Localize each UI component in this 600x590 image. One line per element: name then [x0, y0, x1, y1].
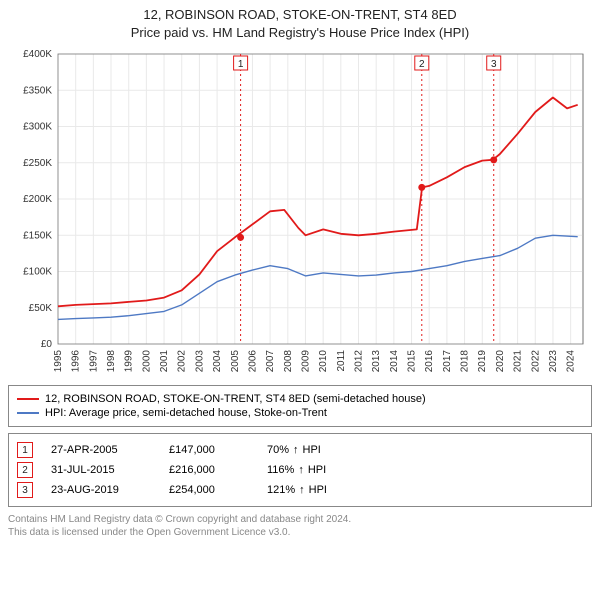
sale-date: 31-JUL-2015: [51, 464, 151, 476]
svg-text:2018: 2018: [460, 350, 471, 373]
svg-text:2009: 2009: [300, 350, 311, 373]
svg-text:£400K: £400K: [23, 49, 52, 60]
svg-text:2001: 2001: [159, 350, 170, 373]
svg-text:2017: 2017: [442, 350, 453, 373]
svg-text:2022: 2022: [530, 350, 541, 373]
attribution: Contains HM Land Registry data © Crown c…: [8, 513, 592, 539]
sale-date: 23-AUG-2019: [51, 484, 151, 496]
svg-text:1998: 1998: [106, 350, 117, 373]
chart-title: 12, ROBINSON ROAD, STOKE-ON-TRENT, ST4 8…: [8, 6, 592, 42]
svg-text:2010: 2010: [318, 350, 329, 373]
sale-marker-number: 1: [17, 442, 33, 458]
svg-text:£0: £0: [41, 339, 53, 350]
svg-text:1995: 1995: [53, 350, 64, 373]
attribution-line-2: This data is licensed under the Open Gov…: [8, 526, 592, 539]
sale-price: £216,000: [169, 464, 249, 476]
svg-text:£50K: £50K: [29, 303, 53, 314]
sale-marker-number: 2: [17, 462, 33, 478]
svg-text:2006: 2006: [247, 350, 258, 373]
chart-container: £0 £50K £100K £150K £200K £250K £300K £350K £400…: [8, 46, 592, 381]
svg-text:2014: 2014: [389, 350, 400, 373]
svg-text:£300K: £300K: [23, 122, 52, 133]
sale-hpi: 121%↑HPI: [267, 484, 327, 496]
title-line-1: 12, ROBINSON ROAD, STOKE-ON-TRENT, ST4 8…: [8, 6, 592, 24]
title-line-2: Price paid vs. HM Land Registry's House …: [8, 24, 592, 42]
svg-text:2005: 2005: [230, 350, 241, 373]
attribution-line-1: Contains HM Land Registry data © Crown c…: [8, 513, 592, 526]
svg-text:1: 1: [238, 59, 244, 70]
svg-text:£250K: £250K: [23, 158, 52, 169]
sales-table: 1 27-APR-2005 £147,000 70%↑HPI 2 31-JUL-2015 £…: [8, 433, 592, 507]
sale-price: £147,000: [169, 444, 249, 456]
svg-text:2011: 2011: [336, 350, 347, 372]
svg-text:3: 3: [491, 59, 497, 70]
svg-text:2024: 2024: [566, 350, 577, 373]
svg-text:2013: 2013: [371, 350, 382, 373]
svg-text:2019: 2019: [477, 350, 488, 373]
svg-text:2016: 2016: [424, 350, 435, 373]
legend-label: HPI: Average price, semi-detached house,…: [45, 407, 327, 419]
arrow-up-icon: ↑: [299, 484, 305, 496]
legend-item: HPI: Average price, semi-detached house,…: [17, 406, 583, 420]
arrow-up-icon: ↑: [298, 464, 304, 476]
sale-date: 27-APR-2005: [51, 444, 151, 456]
sale-row: 2 31-JUL-2015 £216,000 116%↑HPI: [17, 460, 583, 480]
svg-text:2007: 2007: [265, 350, 276, 373]
svg-text:2020: 2020: [495, 350, 506, 373]
svg-text:£150K: £150K: [23, 231, 52, 242]
svg-text:2000: 2000: [141, 350, 152, 373]
price-chart: £0 £50K £100K £150K £200K £250K £300K £350K £400…: [8, 46, 592, 376]
legend-item: 12, ROBINSON ROAD, STOKE-ON-TRENT, ST4 8…: [17, 392, 583, 406]
sale-price: £254,000: [169, 484, 249, 496]
legend-swatch: [17, 412, 39, 414]
svg-text:2: 2: [419, 59, 425, 70]
arrow-up-icon: ↑: [293, 444, 299, 456]
sale-row: 1 27-APR-2005 £147,000 70%↑HPI: [17, 440, 583, 460]
svg-text:2004: 2004: [212, 350, 223, 373]
svg-text:2008: 2008: [283, 350, 294, 373]
svg-text:2002: 2002: [177, 350, 188, 373]
svg-text:£350K: £350K: [23, 86, 52, 97]
svg-text:1999: 1999: [124, 350, 135, 373]
svg-text:£200K: £200K: [23, 194, 52, 205]
svg-text:1996: 1996: [71, 350, 82, 373]
sale-hpi: 116%↑HPI: [267, 464, 326, 476]
sale-hpi: 70%↑HPI: [267, 444, 321, 456]
legend-label: 12, ROBINSON ROAD, STOKE-ON-TRENT, ST4 8…: [45, 393, 426, 405]
svg-text:2023: 2023: [548, 350, 559, 373]
svg-text:2015: 2015: [407, 350, 418, 373]
sale-row: 3 23-AUG-2019 £254,000 121%↑HPI: [17, 480, 583, 500]
svg-text:2003: 2003: [194, 350, 205, 373]
svg-text:1997: 1997: [88, 350, 99, 373]
legend-swatch: [17, 398, 39, 400]
svg-text:2021: 2021: [513, 350, 524, 373]
svg-text:£100K: £100K: [23, 267, 52, 278]
svg-text:2012: 2012: [354, 350, 365, 373]
legend: 12, ROBINSON ROAD, STOKE-ON-TRENT, ST4 8…: [8, 385, 592, 427]
sale-marker-number: 3: [17, 482, 33, 498]
